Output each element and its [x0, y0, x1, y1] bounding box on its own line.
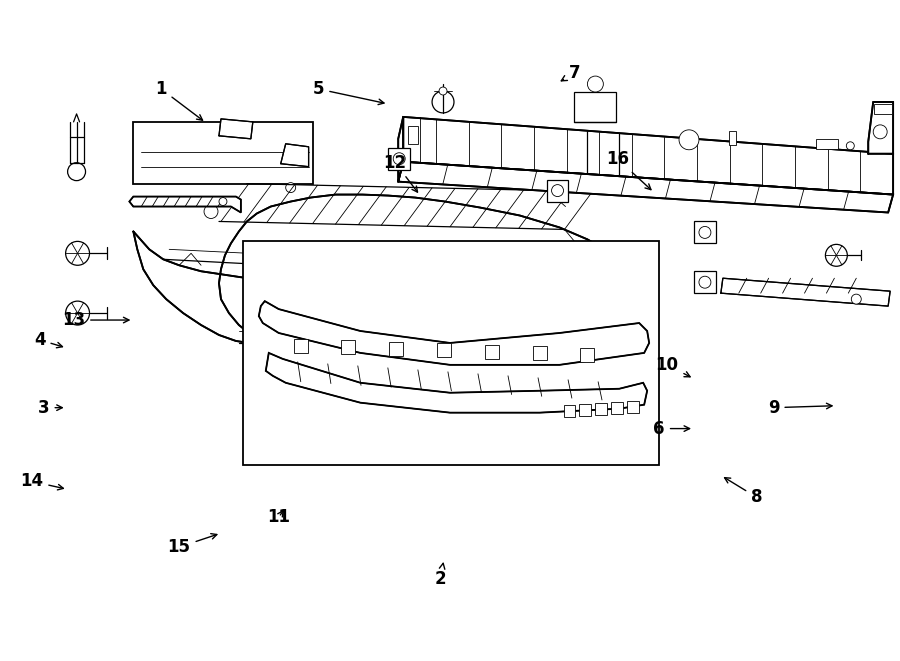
Polygon shape	[219, 119, 253, 139]
Polygon shape	[868, 102, 893, 154]
Bar	[563, 405, 575, 416]
Text: 12: 12	[383, 154, 418, 192]
Bar	[243, 241, 659, 465]
Circle shape	[873, 125, 887, 139]
Polygon shape	[398, 117, 403, 182]
Bar	[533, 346, 546, 360]
Circle shape	[588, 76, 603, 92]
Circle shape	[219, 198, 227, 206]
Polygon shape	[259, 301, 649, 365]
Text: 13: 13	[62, 311, 129, 329]
Text: 16: 16	[606, 150, 651, 190]
Polygon shape	[281, 144, 309, 167]
Circle shape	[552, 184, 563, 196]
Circle shape	[204, 204, 218, 219]
Text: 15: 15	[167, 533, 217, 556]
Bar	[627, 401, 639, 412]
Circle shape	[66, 241, 89, 265]
Text: 5: 5	[313, 80, 384, 104]
Circle shape	[432, 91, 454, 113]
Bar	[574, 92, 617, 122]
Bar	[874, 104, 892, 114]
Polygon shape	[130, 196, 241, 212]
Text: 2: 2	[434, 563, 446, 588]
Bar	[694, 271, 716, 293]
Bar	[611, 402, 624, 414]
Bar	[546, 180, 569, 202]
Text: 8: 8	[724, 478, 762, 506]
Bar	[580, 404, 591, 416]
Text: 6: 6	[653, 420, 689, 438]
Text: 3: 3	[38, 399, 62, 416]
Circle shape	[699, 276, 711, 288]
Bar	[437, 344, 451, 358]
Circle shape	[851, 294, 861, 304]
Bar	[729, 131, 736, 145]
Text: 1: 1	[156, 80, 202, 120]
Polygon shape	[403, 117, 893, 194]
Polygon shape	[133, 194, 617, 343]
Bar	[580, 348, 594, 362]
Polygon shape	[266, 353, 647, 412]
Text: 9: 9	[768, 399, 832, 416]
Bar	[816, 139, 839, 149]
Circle shape	[439, 87, 447, 95]
Polygon shape	[721, 278, 890, 306]
Bar	[133, 122, 312, 184]
Bar	[694, 221, 716, 243]
Circle shape	[846, 142, 854, 150]
Bar	[409, 126, 419, 144]
Text: 10: 10	[655, 356, 690, 377]
Text: 14: 14	[20, 473, 63, 490]
Circle shape	[66, 301, 89, 325]
Bar	[388, 148, 410, 170]
Circle shape	[825, 245, 847, 266]
Circle shape	[679, 130, 699, 150]
Text: 11: 11	[267, 508, 290, 526]
Bar	[341, 340, 356, 354]
Bar	[390, 342, 403, 356]
Text: 4: 4	[34, 331, 62, 349]
Circle shape	[699, 227, 711, 239]
Circle shape	[285, 182, 296, 192]
Bar	[596, 403, 608, 414]
Circle shape	[393, 153, 405, 165]
Polygon shape	[398, 162, 893, 212]
Circle shape	[68, 163, 86, 180]
Text: 7: 7	[562, 64, 580, 82]
Bar	[293, 339, 308, 353]
Bar	[485, 345, 499, 359]
